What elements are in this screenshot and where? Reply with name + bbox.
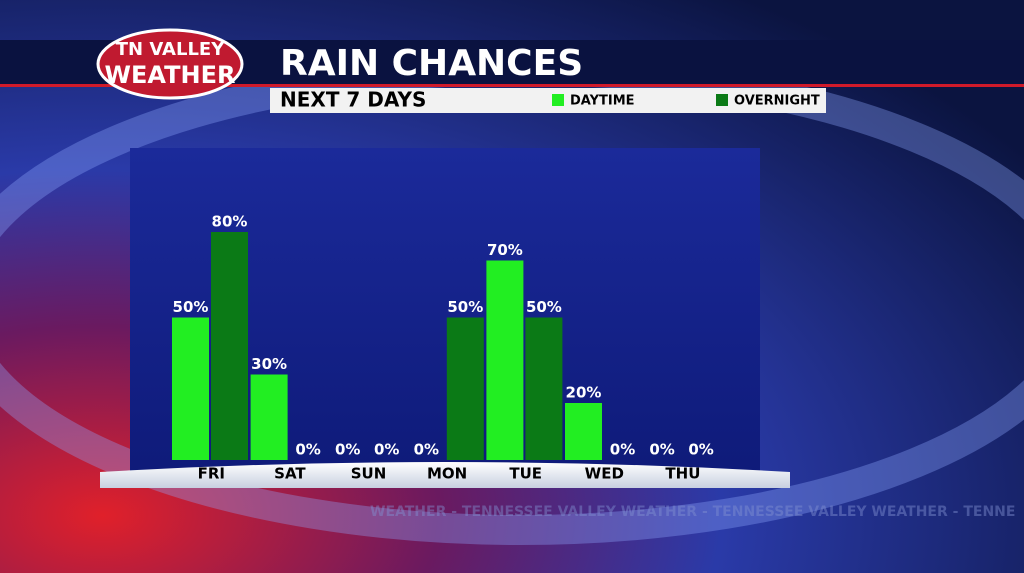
value-label: 30% xyxy=(251,355,287,373)
x-tick-label: SUN xyxy=(351,465,387,483)
bar xyxy=(565,403,602,460)
value-label: 0% xyxy=(335,441,360,459)
value-label: 20% xyxy=(566,384,602,402)
x-tick-label: WED xyxy=(585,465,624,483)
chart-title: RAIN CHANCES xyxy=(280,43,583,84)
legend-swatch xyxy=(716,94,728,106)
value-label: 0% xyxy=(414,441,439,459)
value-label: 50% xyxy=(447,298,483,316)
title-rule xyxy=(0,84,1024,87)
logo-text: WEATHER xyxy=(105,61,236,89)
x-tick-label: THU xyxy=(665,465,700,483)
value-label: 0% xyxy=(610,441,635,459)
x-tick-label: MON xyxy=(427,465,467,483)
ground xyxy=(100,462,790,488)
subtitle-strip xyxy=(270,88,826,113)
value-label: 0% xyxy=(374,441,399,459)
bar xyxy=(211,232,248,460)
bar xyxy=(172,317,209,460)
bar xyxy=(250,374,288,460)
x-tick-label: SAT xyxy=(274,465,306,483)
watermark: WEATHER - TENNESSEE VALLEY WEATHER - TEN… xyxy=(370,504,1015,520)
chart-subtitle: NEXT 7 DAYS xyxy=(280,88,426,112)
legend-label: OVERNIGHT xyxy=(734,94,820,109)
value-label: 0% xyxy=(688,441,713,459)
value-label: 50% xyxy=(173,298,209,316)
bar xyxy=(446,317,484,460)
value-label: 70% xyxy=(487,241,523,259)
x-tick-label: TUE xyxy=(509,465,542,483)
value-label: 80% xyxy=(212,213,248,231)
x-tick-label: FRI xyxy=(198,465,225,483)
value-label: 50% xyxy=(526,298,562,316)
value-label: 0% xyxy=(295,441,320,459)
legend-swatch xyxy=(552,94,564,106)
bar xyxy=(525,317,563,460)
logo-text: TN VALLEY xyxy=(116,39,225,60)
bar xyxy=(486,260,524,460)
legend-label: DAYTIME xyxy=(570,94,635,109)
value-label: 0% xyxy=(649,441,674,459)
logo-badge xyxy=(96,28,244,100)
